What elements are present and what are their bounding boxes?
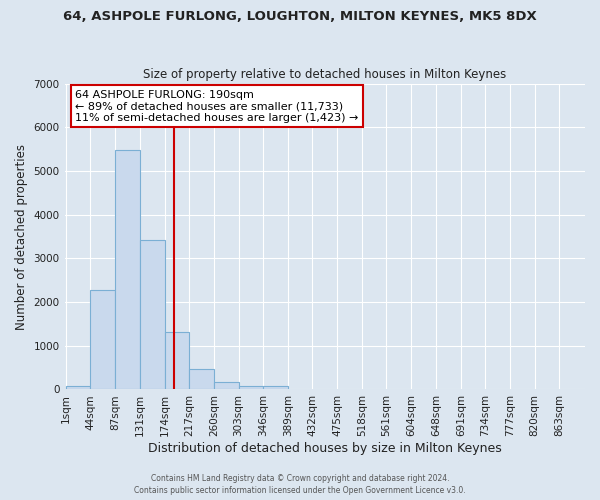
X-axis label: Distribution of detached houses by size in Milton Keynes: Distribution of detached houses by size … <box>148 442 502 455</box>
Bar <box>165 332 190 390</box>
Bar <box>214 382 239 390</box>
Bar <box>239 386 263 390</box>
Bar <box>115 150 140 390</box>
Bar <box>190 370 214 390</box>
Title: Size of property relative to detached houses in Milton Keynes: Size of property relative to detached ho… <box>143 68 506 81</box>
Text: 64 ASHPOLE FURLONG: 190sqm
← 89% of detached houses are smaller (11,733)
11% of : 64 ASHPOLE FURLONG: 190sqm ← 89% of deta… <box>75 90 358 123</box>
Bar <box>91 290 115 390</box>
Bar <box>65 386 91 390</box>
Bar <box>140 240 165 390</box>
Text: 64, ASHPOLE FURLONG, LOUGHTON, MILTON KEYNES, MK5 8DX: 64, ASHPOLE FURLONG, LOUGHTON, MILTON KE… <box>63 10 537 23</box>
Y-axis label: Number of detached properties: Number of detached properties <box>15 144 28 330</box>
Bar <box>263 386 288 390</box>
Text: Contains HM Land Registry data © Crown copyright and database right 2024.
Contai: Contains HM Land Registry data © Crown c… <box>134 474 466 495</box>
